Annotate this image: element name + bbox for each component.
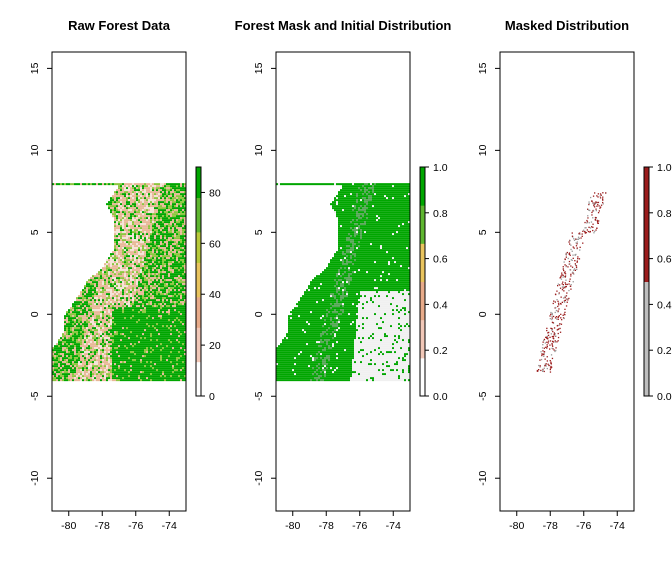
- plot-frame: [499, 51, 635, 512]
- x-tick-label: -74: [610, 520, 625, 532]
- legend-tick-label: 0.2: [433, 345, 448, 357]
- plot-frame: [275, 51, 411, 512]
- x-tick-label: -76: [352, 520, 367, 532]
- legend-tick-label: 0.8: [433, 208, 448, 220]
- legend-frame: [195, 166, 202, 397]
- legend-tick-label: 60: [209, 238, 221, 250]
- chart-title: Raw Forest Data: [68, 18, 171, 33]
- y-tick-label: 10: [253, 144, 265, 156]
- legend-tick-label: 40: [209, 289, 221, 301]
- legend-tick-label: 20: [209, 340, 221, 352]
- legend-tick-label: 1.0: [657, 162, 672, 174]
- legend-frame: [419, 166, 426, 397]
- y-tick-label: -5: [29, 391, 41, 400]
- legend-tick-label: 0.8: [657, 208, 672, 220]
- y-tick-label: 5: [29, 229, 41, 235]
- panel-raw-forest-data: Raw Forest Data -80 -78 -76 -74 -10 -5 0 5 10 15 0…: [29, 18, 221, 532]
- y-tick-label: 15: [253, 62, 265, 74]
- legend-tick-label: 1.0: [433, 162, 448, 174]
- legend-tick-label: 0.0: [433, 391, 448, 403]
- y-tick-label: 10: [29, 144, 41, 156]
- x-tick-label: -74: [162, 520, 177, 532]
- legend-tick-label: 0.4: [657, 299, 672, 311]
- y-tick-label: 0: [29, 311, 41, 317]
- legend-tick-label: 80: [209, 187, 221, 199]
- legend-tick-label: 0.4: [433, 299, 448, 311]
- x-tick-label: -80: [509, 520, 524, 532]
- chart-title: Forest Mask and Initial Distribution: [235, 18, 452, 33]
- panel-forest-mask: Forest Mask and Initial Distribution -80…: [235, 18, 452, 532]
- legend-colorbar: 0 20 40 60 80: [195, 166, 221, 403]
- x-tick-label: -76: [128, 520, 143, 532]
- raster-layer: [52, 183, 186, 382]
- y-tick-label: -10: [29, 470, 41, 485]
- y-tick-label: -10: [477, 470, 489, 485]
- y-tick-label: -5: [477, 391, 489, 400]
- y-tick-label: 5: [253, 229, 265, 235]
- x-tick-label: -80: [285, 520, 300, 532]
- y-tick-label: 15: [477, 62, 489, 74]
- legend-tick-label: 0.6: [433, 254, 448, 266]
- legend-tick-label: 0.0: [657, 391, 672, 403]
- raster-layer: [536, 192, 607, 373]
- panel-masked-distribution: Masked Distribution -80 -78 -76 -74 -10 -5 0 5 1…: [477, 18, 672, 532]
- legend-tick-label: 0: [209, 391, 215, 403]
- x-tick-label: -78: [543, 520, 558, 532]
- x-tick-label: -74: [386, 520, 401, 532]
- x-tick-label: -76: [576, 520, 591, 532]
- legend-colorbar: 0.0 0.2 0.4 0.6 0.8 1.0: [419, 162, 448, 403]
- legend-frame: [643, 166, 650, 397]
- y-tick-label: -10: [253, 470, 265, 485]
- legend-tick-label: 0.6: [657, 254, 672, 266]
- x-tick-label: -78: [95, 520, 110, 532]
- chart-title: Masked Distribution: [505, 18, 629, 33]
- plot-frame: [51, 51, 187, 512]
- x-tick-label: -80: [61, 520, 76, 532]
- x-tick-label: -78: [319, 520, 334, 532]
- y-tick-label: 10: [477, 144, 489, 156]
- y-tick-label: -5: [253, 391, 265, 400]
- y-tick-label: 5: [477, 229, 489, 235]
- raster-layer: [276, 183, 410, 382]
- y-tick-label: 0: [253, 311, 265, 317]
- y-tick-label: 15: [29, 62, 41, 74]
- legend-colorbar: 0.0 0.2 0.4 0.6 0.8 1.0: [643, 162, 672, 403]
- legend-tick-label: 0.2: [657, 345, 672, 357]
- y-tick-label: 0: [477, 311, 489, 317]
